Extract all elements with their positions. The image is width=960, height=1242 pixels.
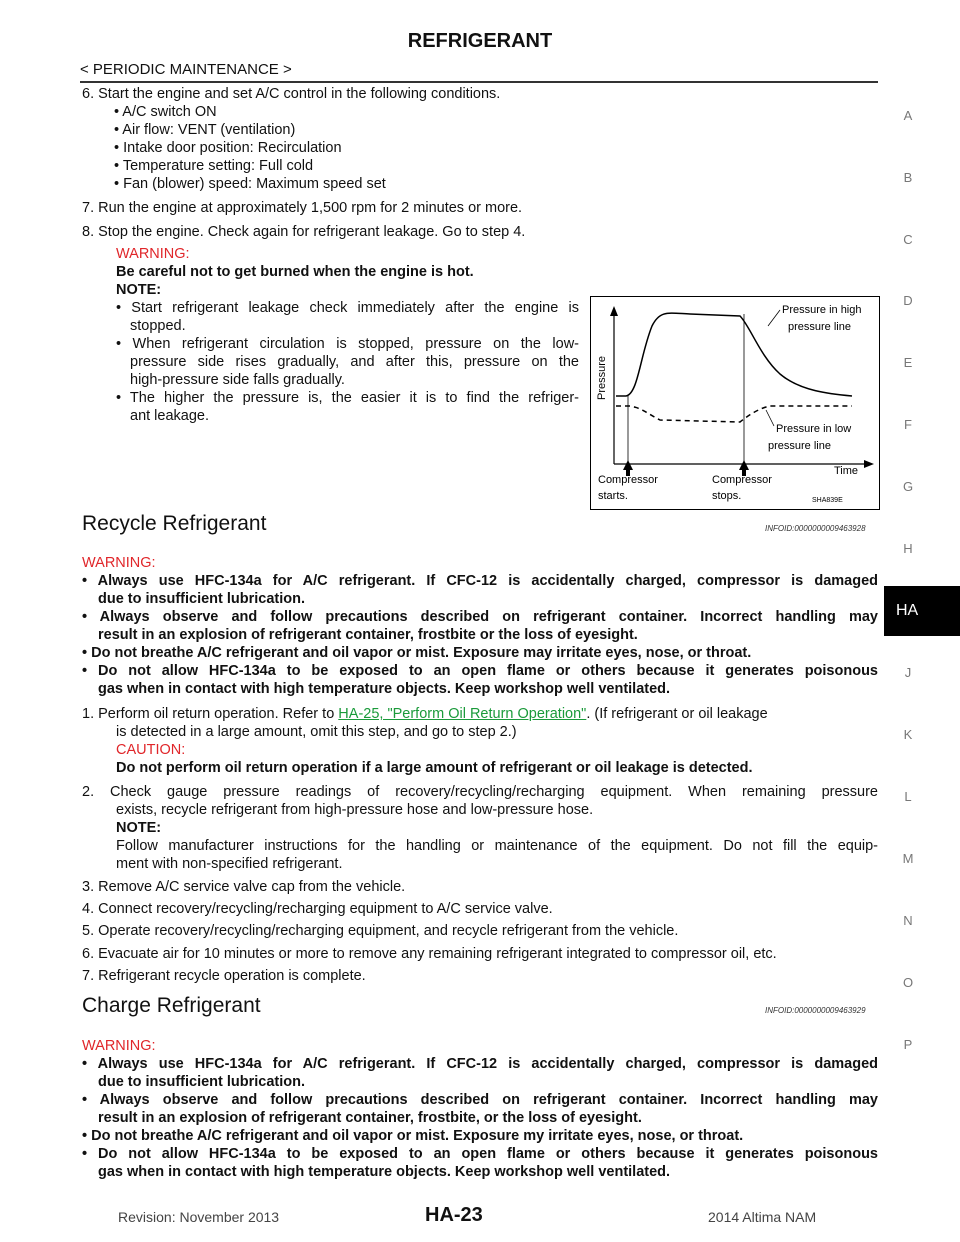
charge-section-title: Charge Refrigerant [82,994,261,1017]
note-line: high-pressure side falls gradually. [130,372,345,388]
recycle-step-2-line2: exists, recycle refrigerant from high-pr… [116,802,594,818]
recycle-step-1: 1. Perform oil return operation. Refer t… [82,706,768,722]
side-index-k[interactable]: K [903,727,913,742]
side-index-ha-active[interactable]: HA [884,586,960,636]
footer-model: 2014 Altima NAM [708,1209,817,1225]
recycle-warning-line: • Always use HFC-134a for A/C refrigeran… [82,573,878,589]
side-index-l[interactable]: L [904,789,912,804]
recycle-warning-line: • Do not allow HFC-134a to be exposed to… [82,663,878,679]
header-rule [80,81,878,83]
recycle-section-title: Recycle Refrigerant [82,512,267,535]
note-line: pressure side rises gradually, and after… [130,354,579,370]
caution-label: CAUTION: [116,742,186,758]
caution-text: Do not perform oil return operation if a… [116,760,753,776]
recycle-step-6: 6. Evacuate air for 10 minutes or more t… [82,946,777,962]
pressure-time-figure: Pressure Time Pressure in high pressure … [590,296,880,510]
section-label: < PERIODIC MAINTENANCE > [80,61,292,78]
recycle-warning-line: due to insufficient lubrication. [98,591,306,607]
side-index-b[interactable]: B [903,170,913,185]
y-axis-arrow [610,306,618,316]
condition-item: • Fan (blower) speed: Maximum speed set [114,176,386,192]
step-2-note-label: NOTE: [116,820,162,836]
charge-infoid: INFOID:0000000009463929 [765,1006,866,1015]
figure-code: SHA839E [812,497,843,504]
step-2-note-line2: ment with non-specified refrigerant. [116,856,343,872]
condition-item: • Temperature setting: Full cold [114,158,314,174]
recycle-warning-label: WARNING: [82,555,156,571]
stop-label-2: stops. [712,490,741,502]
start-label-2: starts. [598,490,628,502]
recycle-step-5: 5. Operate recovery/recycling/recharging… [82,923,679,939]
oil-return-link[interactable]: HA-25, "Perform Oil Return Operation" [338,706,587,722]
note-line: • The higher the pressure is, the easier… [116,390,579,406]
x-axis-arrow [864,460,874,468]
step-8: 8. Stop the engine. Check again for refr… [82,224,526,240]
recycle-step-7: 7. Refrigerant recycle operation is comp… [82,968,366,984]
low-pressure-curve [616,405,852,423]
high-pressure-curve [616,312,853,397]
side-index-n[interactable]: N [903,913,913,928]
high-label-1: Pressure in high [782,304,862,316]
note-line: stopped. [130,318,186,334]
high-label-2: pressure line [788,321,851,333]
high-leader [767,309,781,327]
charge-warning-line: • Always use HFC-134a for A/C refrigeran… [82,1056,878,1072]
recycle-step-1-line2: is detected in a large amount, omit this… [116,724,517,740]
condition-item: • Air flow: VENT (ventilation) [114,122,296,138]
side-index-o[interactable]: O [902,975,914,990]
side-index-m[interactable]: M [902,851,914,866]
warning-label: WARNING: [116,246,190,262]
recycle-warning-line: gas when in contact with high temperatur… [98,681,671,697]
figure-frame [590,296,880,510]
low-label-1: Pressure in low [776,423,851,435]
condition-item: • Intake door position: Recirculation [114,140,342,156]
start-arrow-icon [623,460,633,476]
side-index-e[interactable]: E [903,355,913,370]
side-index-h[interactable]: H [903,541,913,556]
y-axis-label: Pressure [596,356,608,400]
side-index-d[interactable]: D [903,293,913,308]
side-index-p[interactable]: P [903,1037,913,1052]
charge-warning-label: WARNING: [82,1038,156,1054]
low-leader [765,409,775,427]
low-label-2: pressure line [768,440,831,452]
step-6: 6. Start the engine and set A/C control … [82,86,501,102]
step-2-note: Follow manufacturer instructions for the… [116,838,878,854]
step-7: 7. Run the engine at approximately 1,500… [82,200,523,216]
charge-warning-line: gas when in contact with high temperatur… [98,1164,671,1180]
charge-warning-line: • Do not breathe A/C refrigerant and oil… [82,1128,744,1144]
charge-warning-line: • Always observe and follow precautions … [82,1092,878,1108]
condition-item: • A/C switch ON [114,104,217,120]
note-line: • When refrigerant circulation is stoppe… [116,336,579,352]
charge-warning-line: result in an explosion of refrigerant co… [98,1110,642,1126]
footer-page-number: HA-23 [425,1204,483,1226]
x-axis-label: Time [834,465,858,477]
recycle-step-4: 4. Connect recovery/recycling/recharging… [82,901,553,917]
side-index-c[interactable]: C [903,232,913,247]
recycle-warning-line: • Do not breathe A/C refrigerant and oil… [82,645,752,661]
recycle-step-3: 3. Remove A/C service valve cap from the… [82,879,406,895]
step-1-text: 1. Perform oil return operation. Refer t… [82,706,339,722]
start-label-1: Compressor [598,474,658,486]
recycle-infoid: INFOID:0000000009463928 [765,524,866,533]
note-label: NOTE: [116,282,162,298]
recycle-warning-line: • Always observe and follow precautions … [82,609,878,625]
note-line: • Start refrigerant leakage check immedi… [116,300,579,316]
side-index-f[interactable]: F [904,417,912,432]
warning-text: Be careful not to get burned when the en… [116,264,474,280]
recycle-step-2: 2. Check gauge pressure readings of reco… [82,784,878,800]
stop-label-1: Compressor [712,474,772,486]
footer-revision: Revision: November 2013 [118,1209,280,1225]
charge-warning-line: due to insufficient lubrication. [98,1074,306,1090]
step-1-text-end: . (If refrigerant or oil leakage [586,706,768,722]
recycle-warning-line: result in an explosion of refrigerant co… [98,627,638,643]
side-index-j[interactable]: J [904,665,912,680]
charge-warning-line: • Do not allow HFC-134a to be exposed to… [82,1146,878,1162]
side-index-g[interactable]: G [902,479,914,494]
page-title: REFRIGERANT [407,30,553,52]
stop-arrow-icon [739,460,749,476]
side-index-a[interactable]: A [903,108,913,123]
note-line: ant leakage. [130,408,210,424]
